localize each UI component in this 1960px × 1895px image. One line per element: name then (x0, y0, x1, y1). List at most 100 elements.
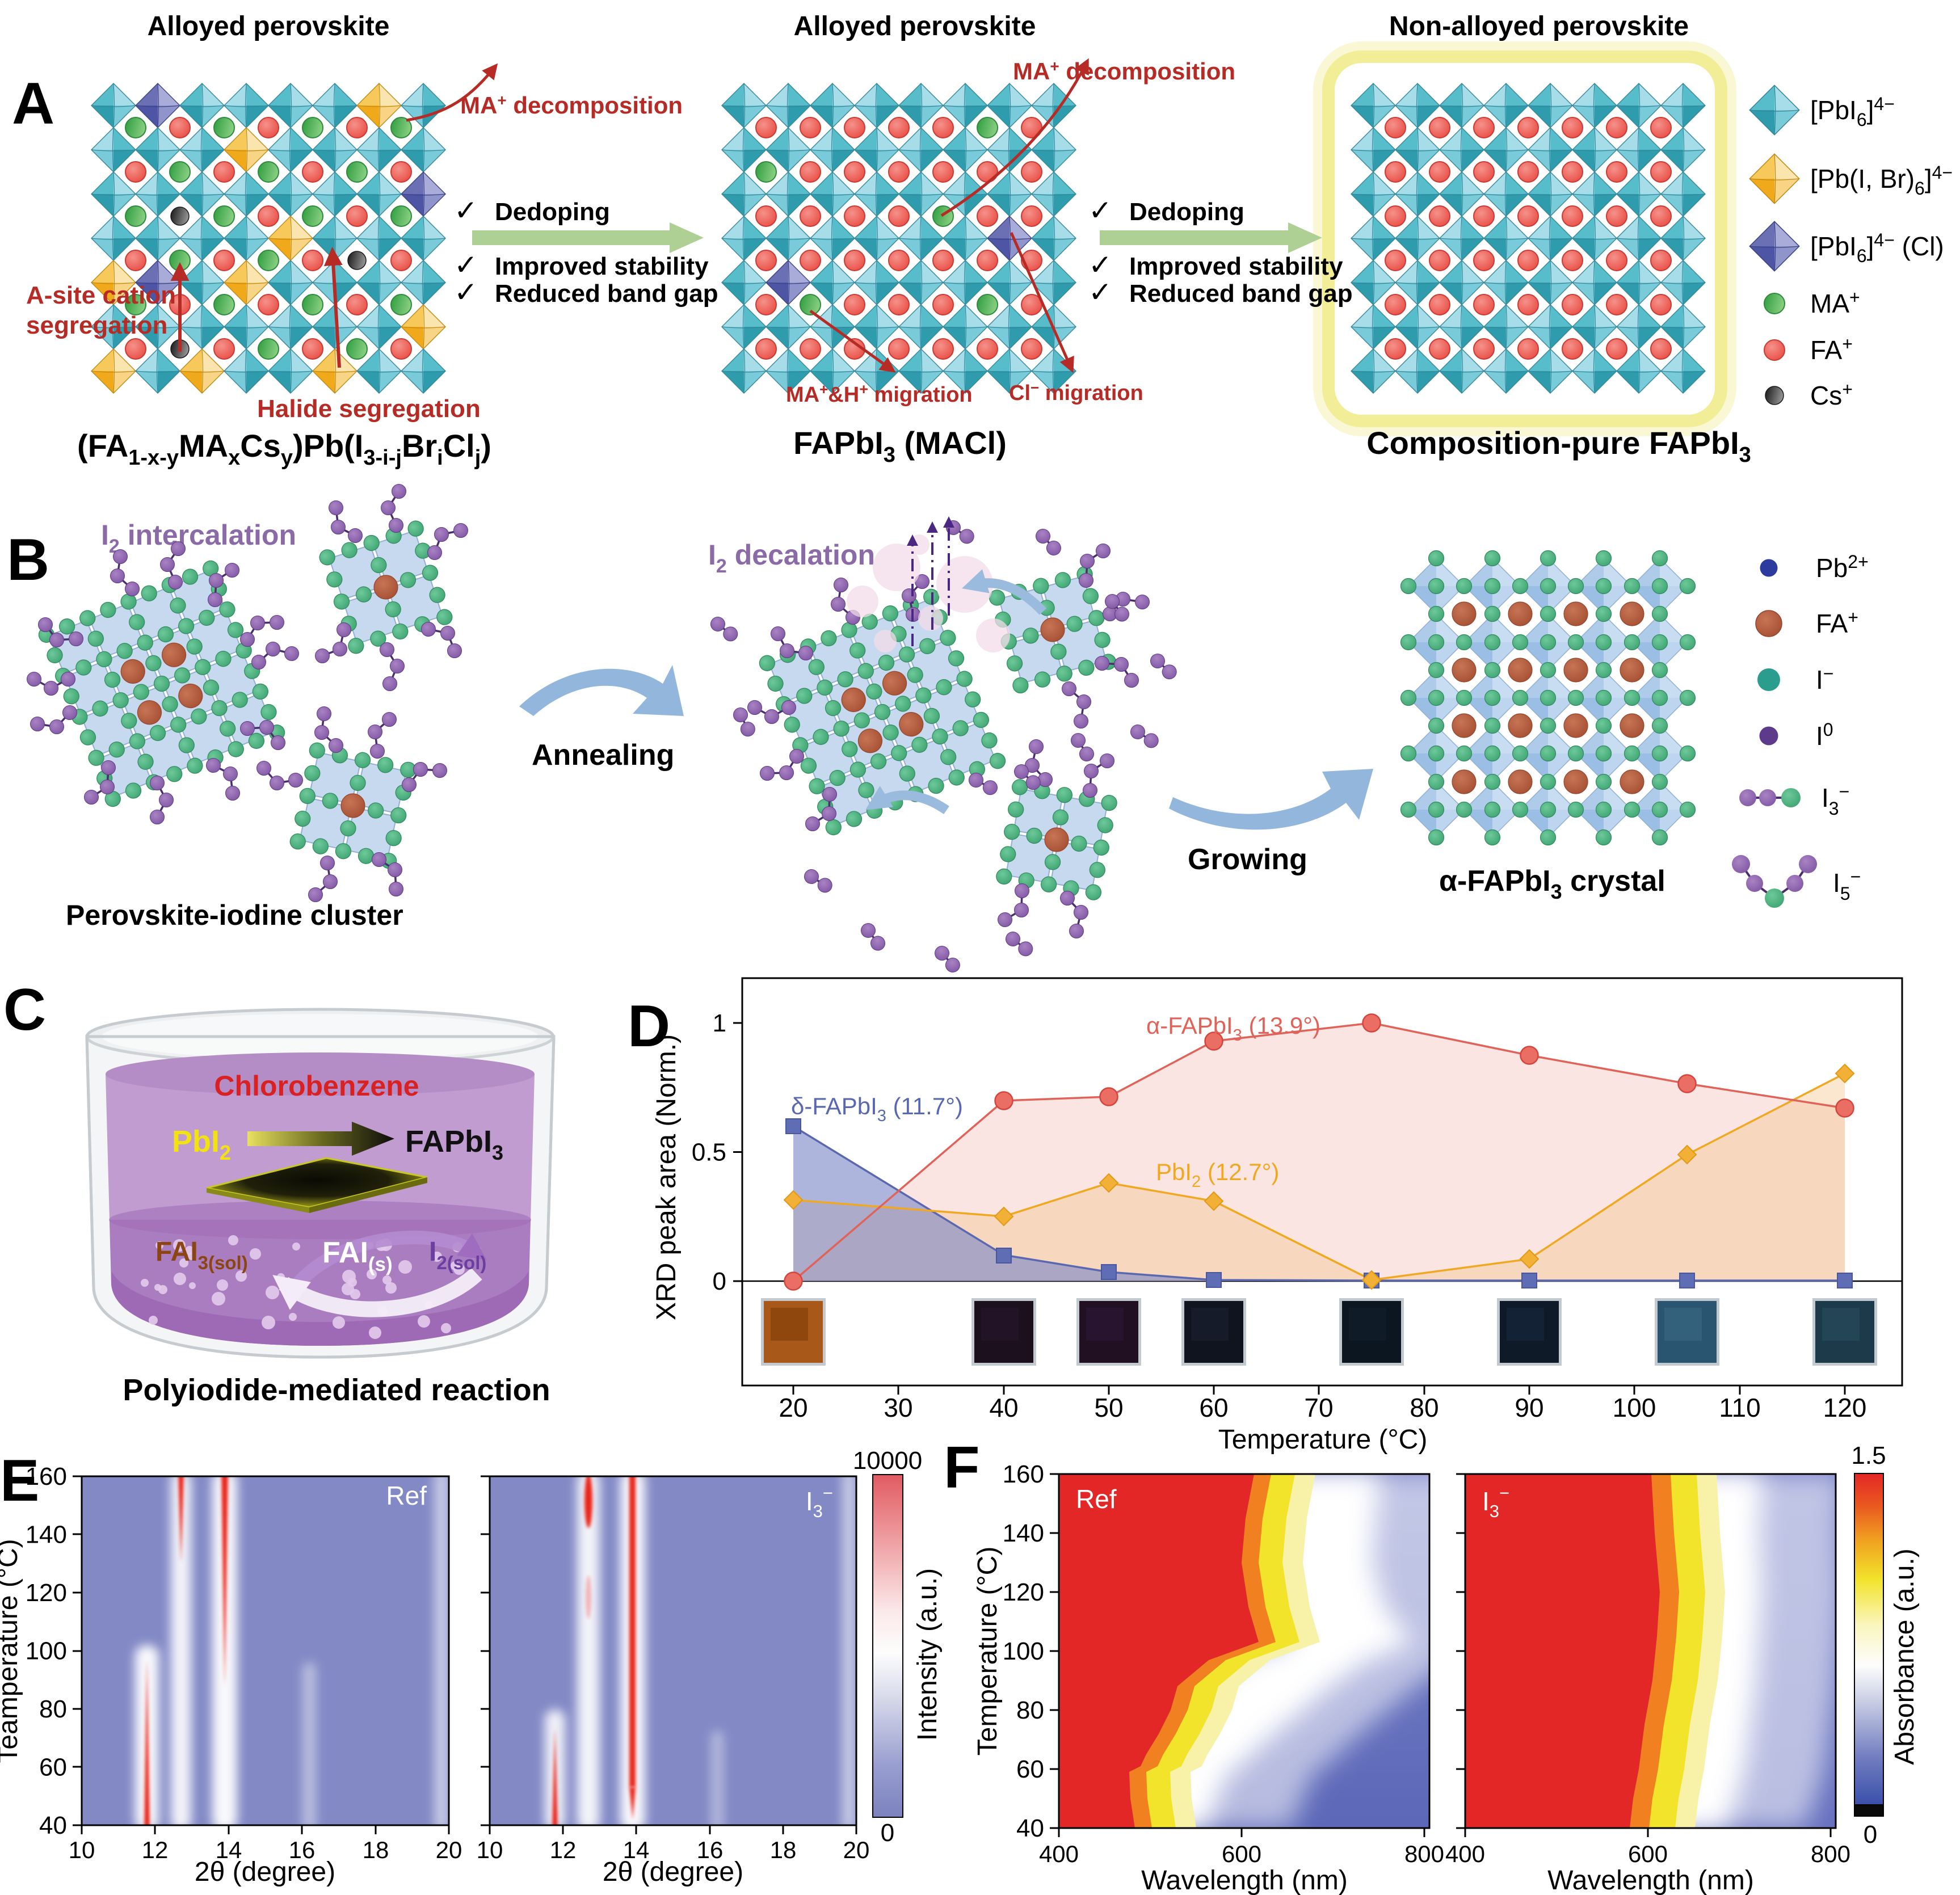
svg-text:Cl− migration: Cl− migration (1009, 379, 1143, 405)
svg-text:I2 decalation: I2 decalation (708, 539, 875, 577)
svg-text:18: 18 (363, 1837, 389, 1863)
svg-text:I2 intercalation: I2 intercalation (101, 519, 296, 557)
svg-text:14: 14 (216, 1837, 242, 1863)
svg-text:Reduced band gap: Reduced band gap (1129, 280, 1353, 308)
svg-text:400: 400 (1445, 1841, 1485, 1867)
svg-text:Dedoping: Dedoping (1129, 198, 1244, 226)
svg-text:A: A (12, 71, 54, 137)
svg-text:800: 800 (1811, 1841, 1850, 1867)
svg-text:20: 20 (779, 1393, 807, 1422)
svg-text:MA+ decomposition: MA+ decomposition (460, 91, 683, 119)
svg-text:✓: ✓ (454, 195, 478, 226)
svg-text:C: C (3, 977, 46, 1043)
svg-text:2θ (degree): 2θ (degree) (195, 1857, 335, 1887)
svg-text:B: B (7, 527, 49, 593)
svg-text:80: 80 (1410, 1393, 1439, 1422)
svg-text:Growing: Growing (1188, 843, 1307, 876)
svg-text:✓: ✓ (1088, 195, 1112, 226)
svg-text:✓: ✓ (454, 249, 478, 281)
svg-text:10: 10 (477, 1837, 503, 1863)
svg-text:110: 110 (1719, 1393, 1760, 1422)
svg-text:Reduced band gap: Reduced band gap (495, 280, 718, 308)
svg-text:segregation: segregation (26, 311, 167, 339)
svg-text:Non-alloyed perovskite: Non-alloyed perovskite (1389, 11, 1689, 41)
svg-text:Intensity (a.u.): Intensity (a.u.) (912, 1568, 943, 1741)
svg-text:40: 40 (989, 1393, 1018, 1422)
svg-text:[PbI6]4−: [PbI6]4− (1810, 94, 1895, 130)
svg-text:14: 14 (623, 1837, 650, 1863)
svg-text:[Pb(I, Br)6]4−: [Pb(I, Br)6]4− (1810, 162, 1953, 199)
svg-text:Wavelength (nm): Wavelength (nm) (1547, 1865, 1754, 1895)
svg-text:120: 120 (1823, 1393, 1867, 1422)
svg-text:XRD peak area (Norm.): XRD peak area (Norm.) (651, 1034, 682, 1320)
svg-text:16: 16 (289, 1837, 316, 1863)
svg-text:40: 40 (1016, 1814, 1044, 1842)
svg-text:Absorbance (a.u.): Absorbance (a.u.) (1890, 1548, 1920, 1765)
svg-text:10: 10 (69, 1837, 95, 1863)
svg-text:50: 50 (1094, 1393, 1123, 1422)
svg-text:60: 60 (1016, 1755, 1044, 1783)
svg-text:Alloyed perovskite: Alloyed perovskite (148, 11, 390, 41)
svg-text:0.5: 0.5 (692, 1139, 726, 1167)
svg-text:Improved stability: Improved stability (1129, 252, 1343, 280)
svg-text:140: 140 (1003, 1519, 1044, 1547)
svg-text:✓: ✓ (1088, 249, 1112, 281)
svg-text:A-site cation: A-site cation (26, 281, 176, 309)
svg-text:Improved stability: Improved stability (495, 252, 709, 280)
svg-text:80: 80 (39, 1695, 67, 1723)
svg-text:30: 30 (884, 1393, 912, 1422)
svg-text:MA+ decomposition: MA+ decomposition (1013, 57, 1235, 85)
svg-text:✓: ✓ (454, 276, 478, 308)
svg-text:FAI(s): FAI(s) (322, 1236, 393, 1275)
svg-text:1.5: 1.5 (1851, 1442, 1886, 1469)
svg-text:Annealing: Annealing (532, 739, 674, 772)
svg-text:12: 12 (550, 1837, 577, 1863)
svg-text:✓: ✓ (1088, 276, 1112, 308)
svg-text:600: 600 (1628, 1841, 1668, 1867)
svg-text:Wavelength (nm): Wavelength (nm) (1141, 1865, 1348, 1895)
svg-text:Polyiodide-mediated reaction: Polyiodide-mediated reaction (123, 1373, 550, 1407)
svg-text:FAPbI3: FAPbI3 (405, 1125, 503, 1164)
svg-text:F: F (944, 1435, 980, 1501)
svg-text:60: 60 (39, 1754, 67, 1782)
svg-text:100: 100 (26, 1637, 67, 1665)
svg-text:12: 12 (142, 1837, 169, 1863)
svg-text:60: 60 (1199, 1393, 1228, 1422)
svg-text:Halide segregation: Halide segregation (257, 395, 481, 423)
svg-text:100: 100 (1003, 1637, 1044, 1665)
svg-text:400: 400 (1039, 1841, 1079, 1867)
svg-text:0: 0 (881, 1819, 894, 1847)
svg-text:MA+&H+ migration: MA+&H+ migration (786, 381, 973, 407)
svg-text:FAPbI3 (MACl): FAPbI3 (MACl) (793, 425, 1007, 467)
svg-text:70: 70 (1304, 1393, 1333, 1422)
svg-text:Ref: Ref (386, 1481, 427, 1510)
svg-text:18: 18 (770, 1837, 797, 1863)
svg-text:20: 20 (843, 1837, 870, 1863)
svg-text:160: 160 (26, 1463, 67, 1490)
svg-text:0: 0 (713, 1267, 726, 1295)
svg-text:2θ (degree): 2θ (degree) (603, 1857, 743, 1887)
svg-text:Temperature (°C): Temperature (°C) (1218, 1425, 1428, 1455)
svg-text:Composition-pure FAPbI3: Composition-pure FAPbI3 (1366, 425, 1751, 467)
svg-text:100: 100 (1613, 1393, 1656, 1422)
svg-text:Alloyed perovskite: Alloyed perovskite (794, 11, 1036, 41)
svg-text:1: 1 (713, 1009, 726, 1037)
svg-text:Chlorobenzene: Chlorobenzene (214, 1070, 419, 1102)
svg-text:E: E (0, 1448, 39, 1514)
svg-text:160: 160 (1003, 1460, 1044, 1488)
svg-text:600: 600 (1222, 1841, 1261, 1867)
svg-text:Dedoping: Dedoping (495, 198, 610, 226)
svg-text:Temperature (°C): Temperature (°C) (973, 1547, 1003, 1756)
svg-text:120: 120 (1003, 1578, 1044, 1606)
svg-text:120: 120 (26, 1579, 67, 1607)
svg-text:140: 140 (26, 1521, 67, 1549)
svg-text:Perovskite-iodine cluster: Perovskite-iodine cluster (66, 899, 403, 931)
svg-text:Teamperature (°C): Teamperature (°C) (0, 1539, 23, 1763)
svg-text:40: 40 (39, 1812, 67, 1839)
svg-text:Ref: Ref (1076, 1484, 1117, 1514)
svg-text:90: 90 (1515, 1393, 1543, 1422)
svg-text:20: 20 (436, 1837, 462, 1863)
svg-text:D: D (628, 993, 670, 1059)
svg-text:80: 80 (1016, 1696, 1044, 1724)
svg-text:0: 0 (1864, 1821, 1877, 1848)
